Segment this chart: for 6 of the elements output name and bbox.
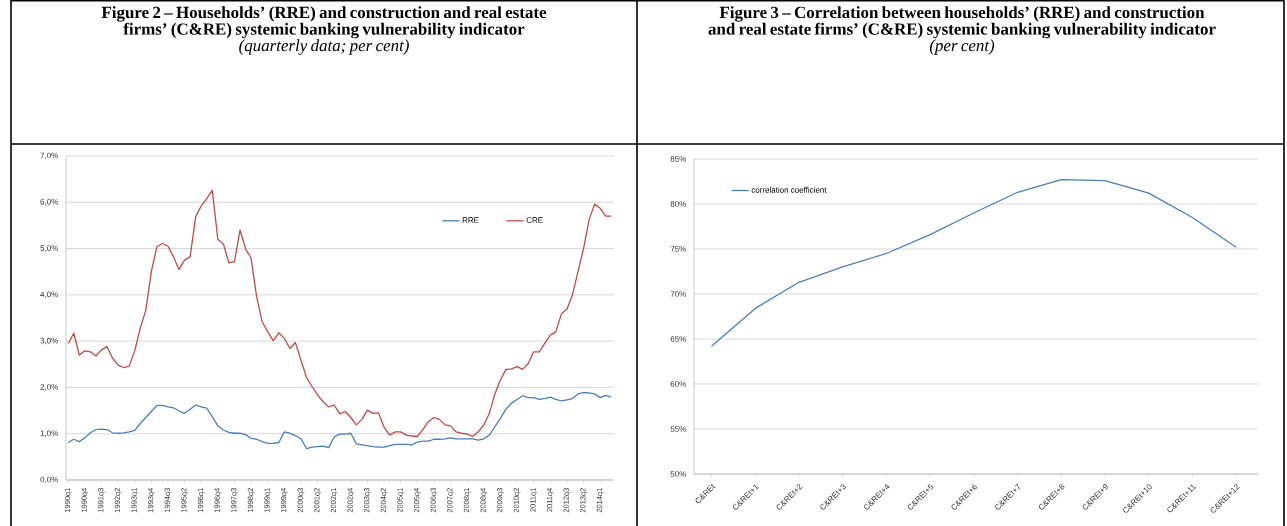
chart-title: Figure 2 – Households’ (RRE) and construction and real estate firms’ (C&RE) systemic banking vulnerability indicator [101, 6, 547, 39]
line-series [710, 179, 1237, 347]
chart-subtitle: (quarterly data; per cent) [239, 39, 409, 55]
chart-title: Figure 3 – Correlation between households’ (RRE) and construction and real estate firms’ (C&RE) systemic banking vulnerability indicator [708, 6, 1216, 39]
chart-subtitle: (per cent) [929, 39, 995, 55]
line-series [67, 189, 612, 438]
